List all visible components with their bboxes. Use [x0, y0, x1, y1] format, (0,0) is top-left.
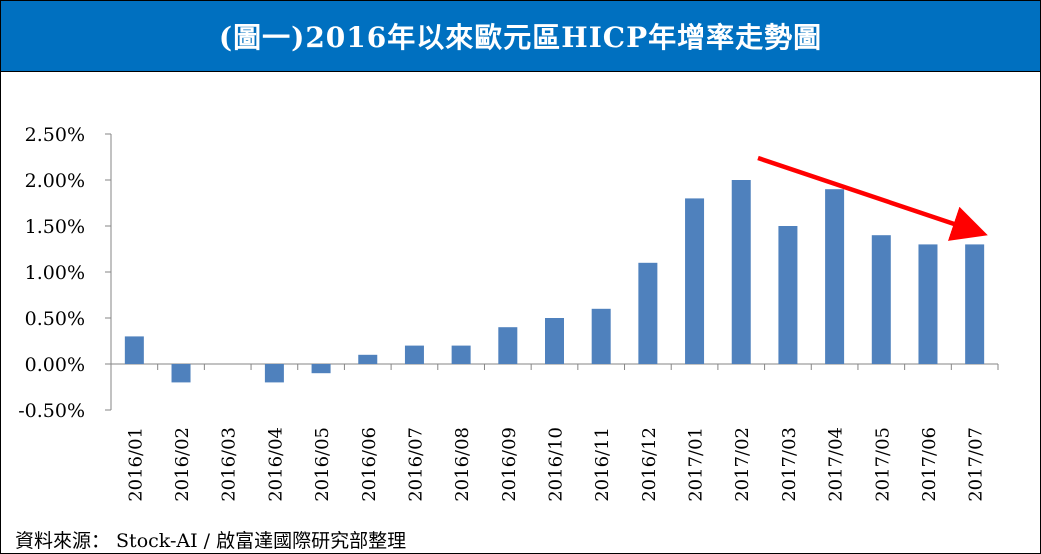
- bar-2017/04: [825, 189, 845, 364]
- bar-2016/08: [451, 345, 471, 364]
- x-tick-label: 2016/03: [219, 427, 240, 502]
- y-tick-label: 2.50%: [25, 124, 85, 146]
- bar-2016/10: [545, 318, 564, 364]
- bar-2016/12: [638, 262, 658, 364]
- y-tick-label: 2.00%: [25, 170, 85, 192]
- x-tick-label: 2017/04: [826, 427, 847, 502]
- x-tick-labels: 2016/01 2016/02 2016/03 2016/04 2016/05 2016/…: [125, 427, 986, 502]
- bar-2016/02: [171, 364, 191, 383]
- bar-2016/05: [311, 364, 331, 374]
- x-tick-label: 2017/06: [919, 427, 940, 502]
- x-tick-label: 2016/04: [265, 427, 286, 502]
- source-note: 資料來源： Stock-AI / 啟富達國際研究部整理: [15, 530, 407, 552]
- x-tick-label: 2016/06: [359, 427, 380, 502]
- bar-2016/07: [404, 345, 424, 364]
- trend-arrow: [757, 155, 988, 241]
- bar-2017/07: [965, 244, 985, 364]
- chart-title: (圖一)2016年以來歐元區HICP年增率走勢圖: [1, 1, 1040, 72]
- x-tick-label: 2017/02: [732, 427, 753, 502]
- bar-2017/03: [778, 226, 798, 364]
- bar-2016/01: [124, 336, 144, 364]
- x-tick-label: 2016/08: [452, 427, 473, 502]
- x-tick-label: 2017/01: [686, 427, 707, 502]
- x-tick-label: 2017/07: [966, 427, 987, 502]
- bar-2016/04: [264, 364, 284, 383]
- y-tick-label: 1.50%: [25, 216, 85, 238]
- bar-2016/11: [591, 308, 611, 364]
- bar-2017/05: [871, 235, 891, 364]
- x-tick-label: 2016/07: [405, 427, 426, 502]
- y-tick-label: 0.50%: [25, 308, 85, 330]
- x-tick-label: 2017/03: [779, 427, 800, 502]
- bars: [124, 180, 985, 383]
- bar-2017/02: [731, 180, 751, 364]
- x-tick-label: 2016/09: [499, 427, 520, 502]
- y-tick-label: 0.00%: [25, 354, 85, 376]
- x-tick-label: 2016/02: [172, 427, 193, 502]
- bar-2016/06: [358, 354, 378, 364]
- y-tick-label: 1.00%: [25, 262, 85, 284]
- x-tick-label: 2017/05: [872, 427, 893, 502]
- y-tick-labels: 2.50% 2.00% 1.50% 1.00% 0.50% 0.00% -0.50%: [18, 124, 85, 422]
- x-tick-label: 2016/01: [125, 427, 146, 502]
- y-tick-label: -0.50%: [18, 400, 85, 422]
- x-tick-label: 2016/10: [546, 427, 567, 502]
- bar-2017/06: [918, 244, 938, 364]
- x-tick-label: 2016/12: [639, 427, 660, 502]
- x-tick-label: 2016/11: [592, 427, 613, 502]
- annotations: [757, 155, 988, 241]
- bar-2017/01: [685, 198, 705, 364]
- x-tick-label: 2016/05: [312, 427, 333, 502]
- axes: [105, 133, 999, 411]
- bar-2016/09: [498, 327, 518, 364]
